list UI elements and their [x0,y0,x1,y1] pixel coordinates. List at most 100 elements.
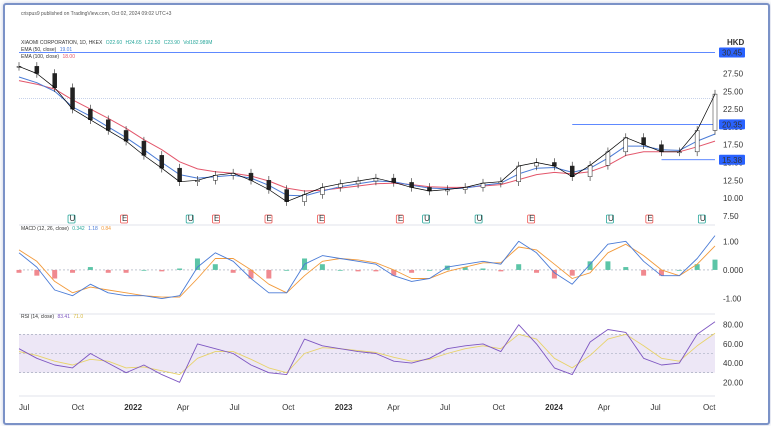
signal-badge [317,214,325,224]
rsi-v1: 83.41 [57,314,70,320]
signal-badge [606,214,614,224]
price-bar [605,151,611,166]
macd-histogram-bar [105,269,111,273]
macd-histogram-bar [34,269,40,276]
price-bar [141,140,147,156]
signal-badge [212,214,220,224]
signal-badge-label: U [70,214,76,223]
x-tick-label: Jul [440,403,450,412]
price-bar [659,144,664,153]
rsi-tick-label: 20.00 [723,378,744,387]
x-tick-label: Jul [229,403,239,412]
macd-histogram-bar [141,269,147,271]
price-bar [712,93,718,131]
signal-badge-label: E [122,214,127,223]
ema50-legend: EMA (50, close) 19.01 [21,47,72,53]
macd-histogram-bar [159,269,165,272]
macd-histogram-bar [177,268,183,270]
price-bar [320,187,325,195]
ema50-line [18,76,716,197]
macd-histogram-bar [194,258,200,270]
macd-histogram-bar [319,264,325,270]
macd-histogram-bar [569,269,575,276]
signal-badge [67,214,76,224]
price-line [18,66,716,202]
price-bar [694,130,700,153]
signal-badge-label: U [700,214,706,223]
signal-badge [474,214,483,224]
macd-v1: 0.342 [72,226,85,232]
price-tick-label: 22.50 [723,105,744,114]
signal-badge-label: E [267,214,272,223]
legend-title: XIAOMI CORPORATION, 1D, HKEX [21,40,103,46]
macd-histogram-bar [694,264,700,270]
macd-histogram-bar [587,261,593,270]
x-tick-label: Jul [650,403,660,412]
price-bar [641,137,646,145]
x-tick-label: Oct [703,403,716,412]
macd-histogram-bar [70,269,76,273]
rsi-v2: 71.0 [73,314,84,320]
signal-badge-label: U [608,214,614,223]
signal-badge-label: U [477,214,483,223]
signal-badge-label: E [647,214,652,223]
macd-label: MACD (12, 26, close) [21,226,69,232]
price-tag-label: 15.38 [722,156,743,165]
x-tick-label: Apr [177,403,190,412]
rsi-tick-label: 40.00 [723,359,744,368]
price-bar [159,155,165,169]
signal-badge [120,214,128,224]
macd-histogram-bar [551,269,557,279]
price-bar [177,167,182,182]
x-tick-label: Oct [282,403,295,412]
macd-histogram-bar [676,269,682,271]
macd-histogram-bar [248,269,254,279]
price-bar [70,87,75,110]
price-tick-label: 7.50 [723,212,739,221]
macd-v3: 0.84 [101,226,111,232]
chart-frame: crispus9 published on TradingView.com, O… [3,3,770,425]
price-tag-box [719,119,745,130]
price-bar [302,194,307,202]
macd-histogram-bar [534,269,540,273]
price-tag-box [719,47,745,58]
macd-histogram-bar [480,268,486,270]
price-tick-label: 17.50 [723,141,744,150]
signal-badge-label: U [188,214,194,223]
x-tick-label: 2023 [335,403,353,412]
macd-histogram-bar [426,269,432,271]
signal-badge [395,214,404,224]
price-tag-box [719,154,745,165]
rsi-legend: RSI (14, close) 83.41 71.0 [21,314,83,320]
price-tick-label: 10.00 [723,194,744,203]
chart-canvas[interactable]: HKD7.5010.0012.5015.0017.5020.0022.5025.… [5,5,768,423]
macd-histogram-bar [87,267,93,270]
macd-v2: 1.18 [88,226,98,232]
ema100-value: 18.00 [62,54,75,60]
signal-badge [697,214,706,224]
macd-histogram-bar [712,259,718,270]
macd-histogram-bar [337,269,343,271]
ema50-value: 19.01 [59,47,73,53]
price-tick-label: 25.00 [723,87,744,96]
rsi-ma-line [18,332,716,376]
macd-tick-label: 1.00 [723,237,739,246]
price-tick-label: 12.50 [723,176,744,185]
x-tick-label: 2022 [124,403,142,412]
price-bar [284,189,289,202]
signal-badge-label: E [529,214,534,223]
macd-histogram-bar [123,269,129,273]
price-tick-label: 27.50 [723,69,744,78]
price-bar [587,165,593,177]
signal-badge [185,214,194,224]
signal-badge [527,214,536,224]
macd-histogram-bar [16,269,22,273]
rsi-line [18,321,716,383]
price-bar [123,130,129,142]
price-bar [88,108,93,121]
rsi-tick-label: 80.00 [723,321,744,330]
macd-line [18,235,716,300]
macd-tick-label: 0.000 [723,266,744,275]
macd-histogram-bar [284,269,290,271]
macd-legend: MACD (12, 26, close) 0.342 1.18 0.84 [21,226,111,232]
